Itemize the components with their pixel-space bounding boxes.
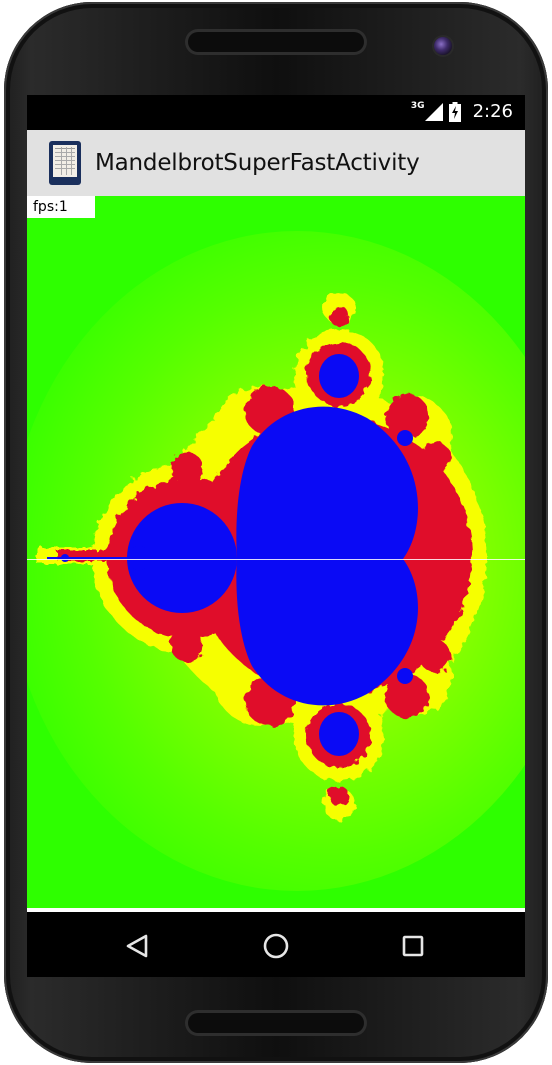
recents-icon [402,935,424,957]
real-axis-line [27,559,525,560]
status-bar: 3G 2:26 [27,95,525,130]
action-bar-title: MandelbrotSuperFastActivity [95,150,420,176]
mandelbrot-view[interactable]: fps:1 [27,196,525,908]
status-icons: 3G 2:26 [410,100,513,123]
home-icon [263,933,289,959]
bottom-speaker [188,1013,364,1033]
content-divider [27,908,525,912]
signal-icon [424,102,443,121]
status-clock: 2:26 [472,101,513,122]
back-button[interactable] [115,924,159,968]
fractal-blue-set [47,354,418,756]
fps-counter: fps:1 [27,196,95,218]
recents-button[interactable] [391,924,435,968]
app-icon-graphic [53,145,77,177]
navigation-bar [27,912,525,977]
home-button[interactable] [254,924,298,968]
app-icon[interactable] [49,141,81,185]
network-type: 3G [410,100,425,111]
mandelbrot-fractal [27,196,525,908]
front-camera [434,37,452,55]
back-icon [126,934,148,958]
screen: 3G 2:26 MandelbrotSuperFastActivity [27,95,525,977]
top-speaker [188,32,364,52]
action-bar: MandelbrotSuperFastActivity [27,130,525,197]
battery-charging-icon [448,101,461,122]
